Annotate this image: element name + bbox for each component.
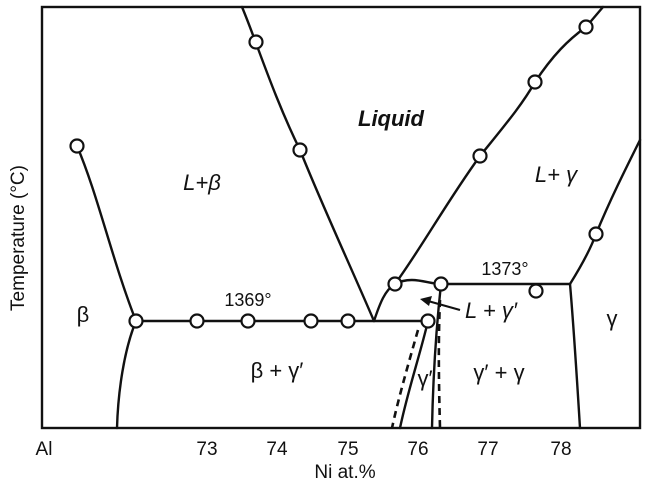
x-tick-label: 73: [196, 439, 217, 460]
gamma-prime-left-dashed: [390, 329, 420, 429]
gamma-solvus-lower: [568, 282, 582, 430]
data-point: [528, 283, 544, 299]
region-gamma: γ: [607, 306, 618, 331]
data-point: [240, 313, 256, 329]
region-gamma-prime: γ′: [417, 366, 432, 391]
data-points: [69, 19, 604, 329]
region-gamma-prime-gamma: γ′ + γ: [473, 360, 524, 385]
x-tick-label: 78: [550, 439, 571, 460]
data-point: [472, 148, 488, 164]
gamma-prime-left-boundary: [398, 319, 430, 430]
data-point: [128, 313, 144, 329]
region-liquid: Liquid: [358, 106, 425, 131]
data-point: [387, 276, 403, 292]
data-point: [303, 313, 319, 329]
x-tick-label: 74: [266, 439, 288, 460]
y-axis-title: Temperature (°C): [8, 165, 29, 311]
gamma-liquidus: [393, 5, 605, 286]
region-l-beta: L+β: [183, 170, 221, 195]
data-point: [433, 276, 449, 292]
x-tick-label: 75: [337, 439, 358, 460]
peritectic-temperature: 1373°: [481, 259, 528, 279]
region-l-gamma: L+ γ: [535, 162, 579, 187]
data-point: [248, 34, 264, 50]
beta-liquidus: [240, 5, 376, 323]
data-point: [69, 138, 85, 154]
eutectic-temperature: 1369°: [224, 290, 271, 310]
region-l-gamma-prime: L + γ′: [465, 298, 518, 323]
plot-frame: [40, 5, 642, 430]
data-point: [588, 226, 604, 242]
arrow-head-icon: [420, 296, 432, 306]
data-point: [340, 313, 356, 329]
gamma-prime-right-dashed: [437, 299, 442, 429]
x-tick-label: Al: [36, 439, 53, 460]
beta-solvus-upper: [75, 144, 138, 323]
data-point: [578, 19, 594, 35]
x-tick-label: 77: [477, 439, 498, 460]
beta-solvus-lower: [115, 319, 138, 430]
data-point: [189, 313, 205, 329]
arrow-shaft: [427, 299, 461, 312]
data-point: [292, 142, 308, 158]
region-beta: β: [77, 302, 90, 327]
data-point: [420, 313, 436, 329]
x-axis-title: Ni at.%: [314, 462, 375, 483]
gamma-solvus-upper: [568, 138, 642, 286]
region-beta-gamma-prime: β + γ′: [251, 358, 304, 383]
x-tick-label: 76: [407, 439, 428, 460]
data-point: [527, 74, 543, 90]
